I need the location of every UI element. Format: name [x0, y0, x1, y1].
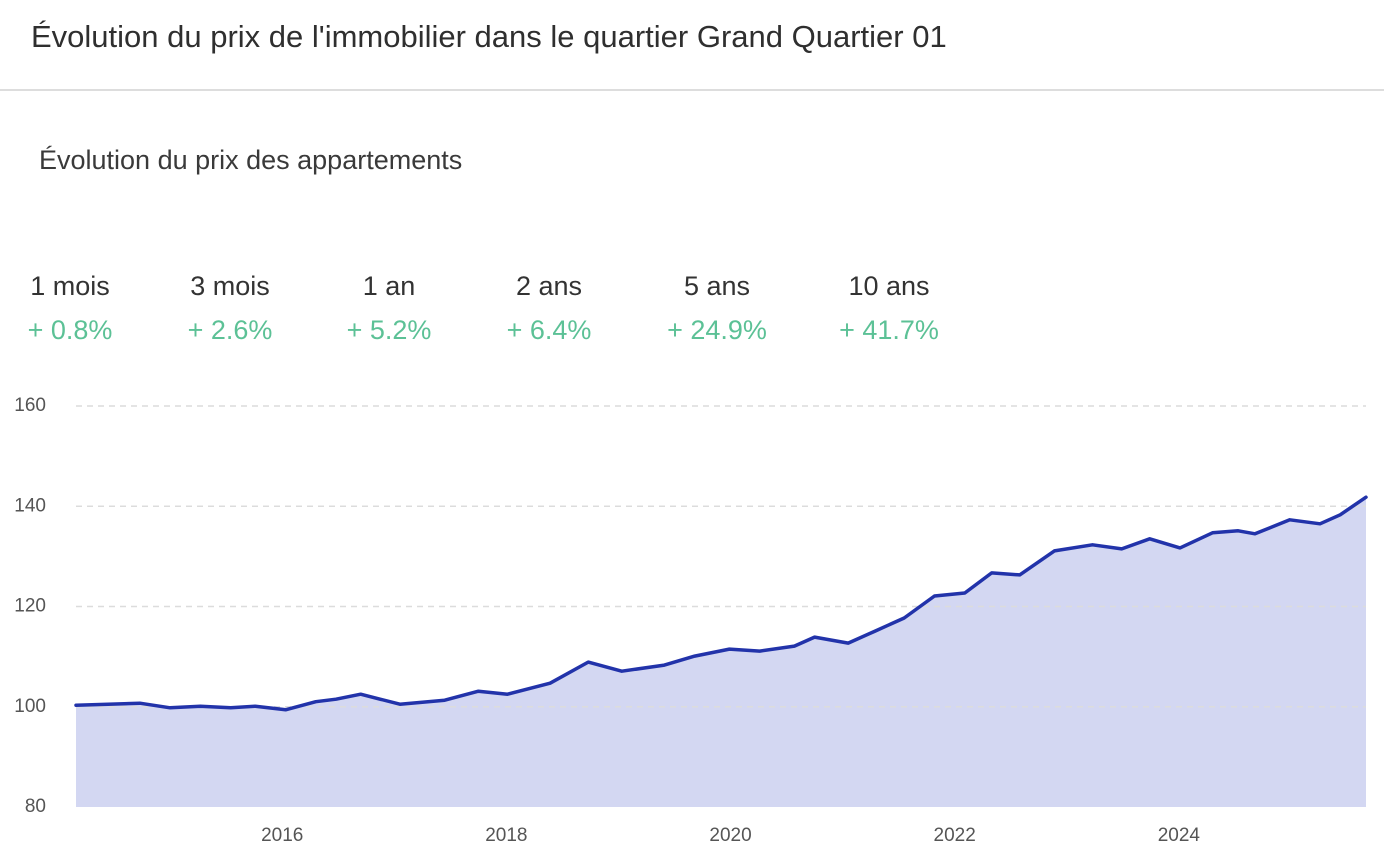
change-value: + 6.4%	[507, 315, 592, 345]
price-line	[74, 495, 1368, 712]
y-tick-label: 160	[14, 395, 46, 416]
page-title: Évolution du prix de l'immobilier dans l…	[31, 19, 947, 54]
y-tick-label: 100	[14, 696, 46, 717]
x-tick-label: 2024	[1158, 825, 1201, 846]
chart: 80 100 120 140 160 2016 2018 2020 2022 2024	[14, 395, 1368, 846]
period-label: 1 mois	[30, 271, 110, 301]
chart-subtitle: Évolution du prix des appartements	[39, 145, 462, 175]
y-tick-label: 120	[14, 596, 46, 617]
change-value: + 24.9%	[667, 315, 767, 345]
changes: 1 mois + 0.8% 3 mois + 2.6% 1 an + 5.2% 2 ans +…	[28, 271, 939, 345]
period-label: 2 ans	[516, 271, 582, 301]
y-tick-label: 80	[25, 796, 46, 817]
x-tick-label: 2016	[261, 825, 303, 846]
period-label: 5 ans	[684, 271, 750, 301]
period-label: 3 mois	[190, 271, 270, 301]
change-value: + 5.2%	[347, 315, 432, 345]
change-value: + 41.7%	[839, 315, 939, 345]
change-value: + 2.6%	[188, 315, 273, 345]
x-tick-label: 2018	[485, 825, 527, 846]
x-tick-label: 2020	[709, 825, 751, 846]
change-value: + 0.8%	[28, 315, 113, 345]
period-label: 10 ans	[848, 271, 929, 301]
y-tick-label: 140	[14, 495, 46, 516]
x-tick-label: 2022	[934, 825, 976, 846]
period-label: 1 an	[363, 271, 416, 301]
